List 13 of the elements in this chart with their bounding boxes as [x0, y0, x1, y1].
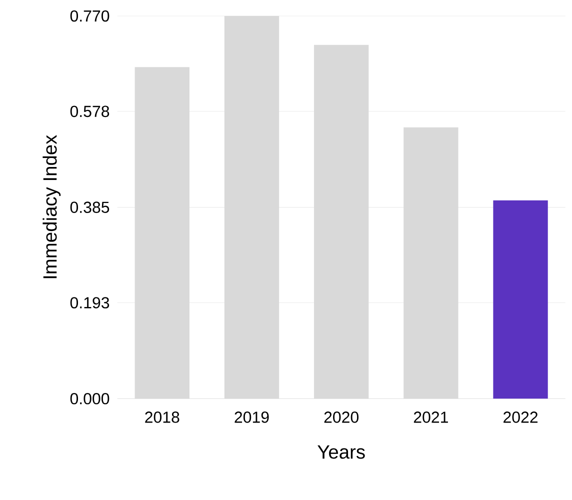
x-tick-label: 2018 [145, 412, 180, 423]
bar [493, 200, 548, 399]
x-tick-label: 2019 [234, 412, 269, 423]
x-tick-label: 2020 [324, 412, 359, 423]
y-tick-label: 0.770 [70, 10, 110, 22]
y-axis-title: Immediacy Index [42, 135, 61, 278]
y-tick-label: 0.578 [70, 106, 110, 118]
x-axis-title: Years [318, 445, 365, 459]
y-tick-label: 0.000 [70, 392, 110, 404]
x-tick-label: 2021 [414, 412, 448, 423]
y-tick-label: 0.193 [70, 297, 110, 308]
x-tick-label: 2022 [504, 412, 538, 423]
y-tick-label: 0.385 [70, 202, 110, 213]
